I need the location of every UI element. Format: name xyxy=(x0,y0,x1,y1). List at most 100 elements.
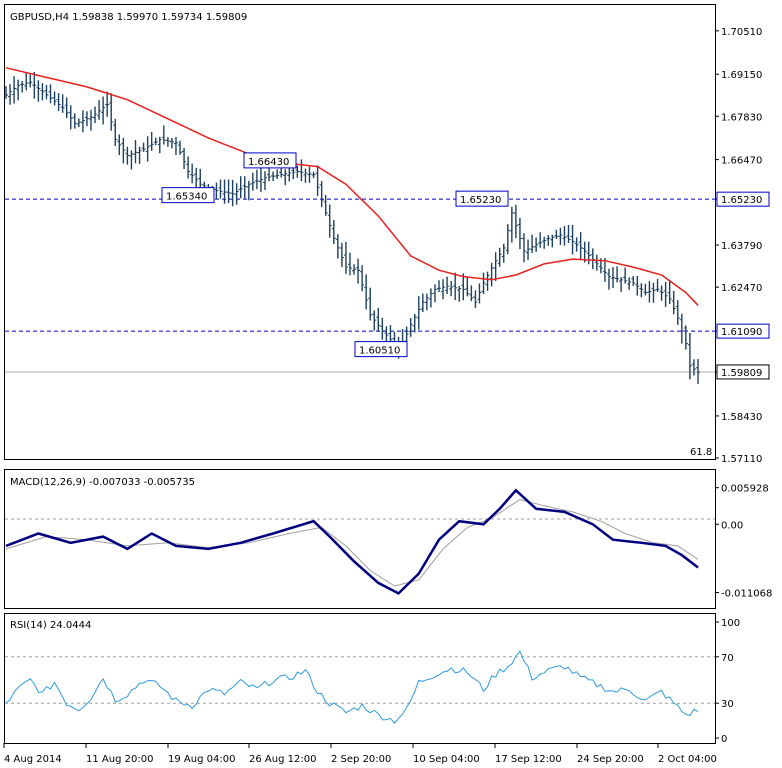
ohlc-bar xyxy=(327,204,332,238)
ohlc-bar xyxy=(315,165,320,197)
ohlc-bar xyxy=(323,194,328,216)
ohlc-bar xyxy=(513,204,518,239)
macd-panel-title: MACD(12,26,9) -0.007033 -0.005735 xyxy=(10,477,195,488)
ohlc-bar xyxy=(121,137,126,164)
ohlc-bar xyxy=(230,179,235,207)
time-tick-label: 24 Sep 20:00 xyxy=(577,754,644,765)
ohlc-bar xyxy=(631,276,636,286)
rsi-level-lines xyxy=(5,656,715,704)
ohlc-bar xyxy=(335,234,340,259)
ohlc-bar xyxy=(590,248,595,270)
ohlc-bar xyxy=(72,113,77,129)
ohlc-bar xyxy=(40,83,45,101)
price-panel-title: GBPUSD,H4 1.59838 1.59970 1.59734 1.5980… xyxy=(10,12,247,23)
level-lines xyxy=(5,198,715,373)
ohlc-bar xyxy=(84,111,89,127)
ohlc-bar xyxy=(534,237,539,252)
price-tick-label: 1.57110 xyxy=(721,454,762,465)
price-marker-box xyxy=(716,364,770,380)
ohlc-bar xyxy=(190,163,195,184)
ohlc-bar xyxy=(105,91,110,117)
ohlc-bar xyxy=(347,252,352,276)
ohlc-bar xyxy=(526,239,531,261)
price-annotation: 1.65340 xyxy=(161,187,215,204)
ohlc-bar xyxy=(465,276,470,297)
ohlc-bar xyxy=(16,79,21,101)
ohlc-bar xyxy=(117,134,122,156)
ohlc-bar xyxy=(615,266,620,283)
ohlc-bar xyxy=(546,235,551,246)
ohlc-bar xyxy=(218,179,223,199)
ohlc-bar xyxy=(611,267,616,288)
price-tick-label: 1.67830 xyxy=(721,112,762,123)
time-tick-label: 19 Aug 04:00 xyxy=(168,754,235,765)
ohlc-bar xyxy=(538,232,543,248)
price-bars xyxy=(4,72,700,384)
ohlc-bar xyxy=(149,132,154,151)
ohlc-bar xyxy=(137,146,142,164)
ohlc-bar xyxy=(48,84,53,104)
ohlc-bar xyxy=(275,169,280,179)
ohlc-bar xyxy=(481,272,486,295)
ohlc-bar xyxy=(473,290,478,309)
ohlc-bar xyxy=(145,136,150,162)
ohlc-bar xyxy=(169,137,174,149)
macd-axis: 0.005928 0.00 -0.011068 xyxy=(715,484,772,600)
ohlc-bar xyxy=(20,80,25,93)
ohlc-bar xyxy=(129,150,134,170)
ohlc-bar xyxy=(655,278,660,293)
ohlc-bar xyxy=(485,271,490,291)
ohlc-bar xyxy=(178,140,183,155)
ohlc-bar xyxy=(380,317,385,340)
ohlc-bar xyxy=(165,137,170,147)
ohlc-bar xyxy=(667,280,672,305)
ohlc-bar xyxy=(501,243,506,263)
ohlc-bar xyxy=(222,179,227,204)
ohlc-bar xyxy=(647,281,652,303)
ohlc-bar xyxy=(441,279,446,300)
price-tick-label: 1.65230 xyxy=(721,195,762,206)
ohlc-bar xyxy=(639,283,644,298)
time-tick-label: 26 Aug 12:00 xyxy=(249,754,316,765)
ohlc-bar xyxy=(663,281,668,307)
ohlc-bar xyxy=(602,257,607,282)
ohlc-bar xyxy=(505,224,510,255)
ohlc-bar xyxy=(408,318,413,337)
ohlc-bar xyxy=(428,288,433,308)
ohlc-bar xyxy=(416,296,421,330)
ohlc-bar xyxy=(246,180,251,201)
ohlc-bar xyxy=(68,105,73,130)
ohlc-bar xyxy=(36,80,41,102)
ohlc-bar xyxy=(623,267,628,284)
ohlc-bar xyxy=(570,224,575,255)
time-tick-label: 2 Sep 20:00 xyxy=(331,754,391,765)
macd-tick-label: -0.011068 xyxy=(721,589,772,600)
time-tick-label: 2 Oct 04:00 xyxy=(658,754,717,765)
ohlc-bar xyxy=(606,268,611,290)
macd-signal-line xyxy=(5,499,699,587)
price-annotation-label: 1.65230 xyxy=(460,195,501,206)
ohlc-bar xyxy=(489,262,494,287)
rsi-panel: RSI(14) 24.0444 100 70 30 0 xyxy=(4,613,740,745)
time-tick-label: 4 Aug 2014 xyxy=(4,754,62,765)
ohlc-bar xyxy=(554,229,559,240)
ohlc-bar xyxy=(56,93,61,111)
ohlc-bar xyxy=(157,136,162,154)
ohlc-bar xyxy=(242,176,247,199)
macd-panel: MACD(12,26,9) -0.007033 -0.005735 0.0059… xyxy=(4,469,772,609)
ohlc-bar xyxy=(352,264,357,275)
ohlc-bar xyxy=(339,242,344,268)
ohlc-bar xyxy=(619,277,624,292)
ohlc-bar xyxy=(493,252,498,281)
price-tick-label: 1.66470 xyxy=(721,156,762,167)
ohlc-bar xyxy=(372,310,377,331)
ohlc-bar xyxy=(44,84,49,100)
ohlc-bar xyxy=(469,285,474,302)
macd-main-line xyxy=(5,488,699,595)
price-tick-label: 1.59809 xyxy=(721,368,762,379)
ohlc-bar xyxy=(226,179,231,204)
fib-label: 61.8 xyxy=(690,447,712,458)
ohlc-bar xyxy=(449,281,454,297)
rsi-tick-label: 100 xyxy=(721,618,740,629)
price-axis: 1.70510 1.69150 1.67830 1.66470 1.65230 1.637… xyxy=(715,27,770,465)
